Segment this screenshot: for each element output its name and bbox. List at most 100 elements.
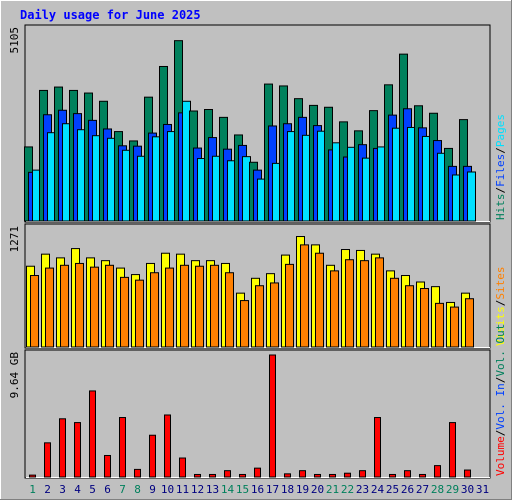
bar-visits-sites-sites-17 <box>270 282 279 348</box>
x-tick-label-29: 29 <box>446 483 459 496</box>
legend-item-visits-sites-2: Sites <box>494 267 507 300</box>
bar-visits-sites-sites-1 <box>30 275 39 348</box>
legend-item-hits-files-pages-3: / <box>494 147 507 154</box>
bar-volume-volume-24 <box>374 417 381 478</box>
bar-visits-sites-sites-5 <box>90 266 99 348</box>
bar-volume-volume-29 <box>449 422 456 478</box>
bar-volume-volume-25 <box>389 473 396 478</box>
x-tick-label-9: 9 <box>149 483 156 496</box>
bar-volume-volume-16 <box>254 467 261 478</box>
bar-visits-sites-sites-8 <box>135 279 144 348</box>
chart-title: Daily usage for June 2025 <box>20 8 201 22</box>
bar-volume-volume-9 <box>149 434 156 478</box>
legend-hits-files-pages: Hits/Files/Pages <box>494 114 507 220</box>
bar-volume-volume-7 <box>119 417 126 478</box>
bar-visits-sites-sites-23 <box>360 260 369 348</box>
x-tick-label-25: 25 <box>386 483 399 496</box>
legend-item-visits-sites-1: / <box>494 300 507 307</box>
legend-item-volume-2: Vol. In <box>494 383 507 429</box>
bar-visits-sites-sites-24 <box>375 257 384 348</box>
bar-volume-volume-1 <box>29 474 36 478</box>
y-axis-max-label-visits-sites: 1271 <box>8 226 21 253</box>
x-tick-label-12: 12 <box>191 483 204 496</box>
bar-volume-volume-19 <box>299 470 306 478</box>
legend-item-hits-files-pages-1: / <box>494 187 507 194</box>
bar-visits-sites-sites-4 <box>75 262 84 348</box>
bar-visits-sites-sites-3 <box>60 264 69 348</box>
x-tick-label-20: 20 <box>311 483 324 496</box>
y-axis-max-label-hits-files-pages: 5105 <box>8 27 21 54</box>
bar-volume-volume-11 <box>179 457 186 478</box>
x-tick-label-22: 22 <box>341 483 354 496</box>
x-tick-label-31: 31 <box>476 483 489 496</box>
bar-volume-volume-12 <box>194 473 201 478</box>
bar-volume-volume-2 <box>44 442 51 478</box>
x-tick-label-21: 21 <box>326 483 339 496</box>
bar-visits-sites-sites-27 <box>420 288 429 348</box>
bar-visits-sites-sites-29 <box>450 306 459 348</box>
bar-volume-volume-15 <box>239 473 246 478</box>
y-axis-max-label-volume: 9.64 GB <box>8 352 21 399</box>
x-tick-label-17: 17 <box>266 483 279 496</box>
legend-item-hits-files-pages-4: Pages <box>494 114 507 147</box>
x-tick-label-7: 7 <box>119 483 126 496</box>
bar-volume-volume-27 <box>419 473 426 478</box>
bar-volume-volume-6 <box>104 454 111 478</box>
x-tick-label-2: 2 <box>44 483 51 496</box>
bar-visits-sites-sites-26 <box>405 285 414 348</box>
x-tick-label-5: 5 <box>89 483 96 496</box>
x-tick-label-10: 10 <box>161 483 174 496</box>
bar-volume-volume-3 <box>59 418 66 478</box>
x-tick-label-28: 28 <box>431 483 444 496</box>
x-tick-label-8: 8 <box>134 483 141 496</box>
bar-visits-sites-sites-14 <box>225 272 234 348</box>
x-tick-label-11: 11 <box>176 483 189 496</box>
x-tick-label-13: 13 <box>206 483 219 496</box>
x-tick-label-30: 30 <box>461 483 474 496</box>
x-tick-label-19: 19 <box>296 483 309 496</box>
bar-volume-volume-18 <box>284 473 291 478</box>
bar-volume-volume-8 <box>134 468 141 478</box>
x-tick-label-6: 6 <box>104 483 111 496</box>
bar-visits-sites-sites-25 <box>390 277 399 348</box>
bar-visits-sites-sites-21 <box>330 270 339 348</box>
bar-visits-sites-sites-15 <box>240 300 249 348</box>
x-tick-label-24: 24 <box>371 483 385 496</box>
legend-item-volume-4: Vol. Out <box>494 324 507 377</box>
bar-volume-volume-22 <box>344 472 351 478</box>
bar-visits-sites-sites-30 <box>465 298 474 348</box>
bar-volume-volume-10 <box>164 414 171 478</box>
bar-visits-sites-sites-11 <box>180 264 189 348</box>
bar-volume-volume-28 <box>434 465 441 478</box>
x-tick-label-14: 14 <box>221 483 235 496</box>
bar-visits-sites-sites-20 <box>315 252 324 348</box>
x-tick-label-26: 26 <box>401 483 414 496</box>
bar-volume-volume-14 <box>224 470 231 478</box>
bar-volume-volume-30 <box>464 469 471 478</box>
bar-volume-volume-21 <box>329 473 336 478</box>
bar-volume-volume-23 <box>359 470 366 478</box>
x-tick-label-3: 3 <box>59 483 66 496</box>
bar-volume-volume-13 <box>209 473 216 478</box>
bar-visits-sites-sites-10 <box>165 267 174 348</box>
bar-visits-sites-sites-9 <box>150 272 159 348</box>
bar-visits-sites-sites-12 <box>195 265 204 348</box>
x-tick-label-16: 16 <box>251 483 264 496</box>
bar-volume-volume-4 <box>74 422 81 478</box>
bar-visits-sites-sites-28 <box>435 302 444 348</box>
bar-visits-sites-sites-19 <box>300 244 309 348</box>
legend-item-volume-0: Volume <box>494 436 507 476</box>
legend-volume: Volume/Vol. In/Vol. Out <box>494 324 507 476</box>
bar-volume-volume-26 <box>404 470 411 478</box>
bar-visits-sites-sites-7 <box>120 276 129 348</box>
x-tick-label-18: 18 <box>281 483 294 496</box>
bar-visits-sites-sites-22 <box>345 259 354 348</box>
bar-hits-files-pages-pages-30 <box>467 171 476 222</box>
legend-item-hits-files-pages-2: Files <box>494 154 507 187</box>
legend-visits-sites: Visits/Sites <box>494 267 507 347</box>
bar-visits-sites-sites-16 <box>255 285 264 348</box>
x-tick-label-1: 1 <box>29 483 36 496</box>
